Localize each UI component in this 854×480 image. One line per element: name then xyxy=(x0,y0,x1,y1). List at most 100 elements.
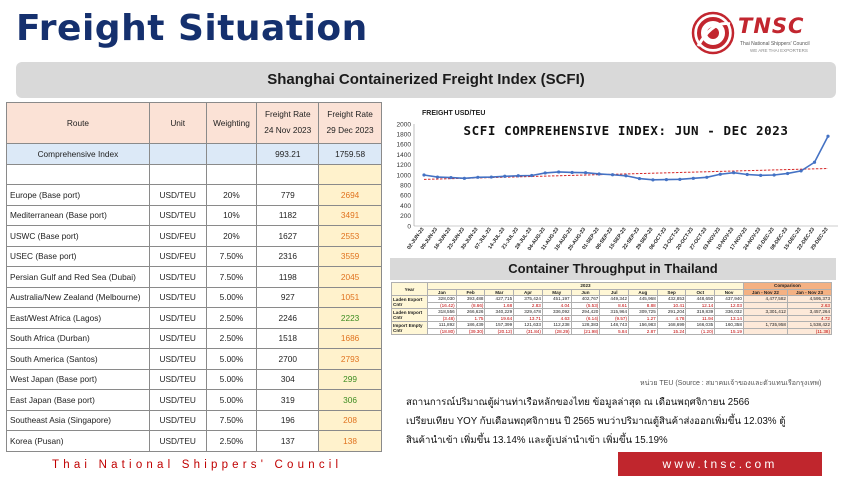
y-tick-label: 800 xyxy=(400,183,411,190)
data-point xyxy=(691,176,695,180)
weighting-cell: 5.00% xyxy=(205,368,258,390)
throughput-pct-comparison: (11.38) xyxy=(786,327,833,335)
unit-cell: USD/TEU xyxy=(148,286,207,308)
rate-nov-cell: 2246 xyxy=(256,307,320,329)
throughput-banner: Container Throughput in Thailand xyxy=(390,258,836,280)
route-cell: Mediterranean (Base port) xyxy=(6,204,150,226)
throughput-row: Laden Import Cntr 318,556 266,626 340,229 32… xyxy=(391,308,833,322)
unit-cell: USD/TEU xyxy=(148,409,207,431)
data-point xyxy=(786,171,790,176)
comprehensive-nov: 993.21 xyxy=(256,143,320,165)
route-cell: East Japan (Base port) xyxy=(6,389,150,411)
data-point xyxy=(678,177,682,181)
route-cell: West Japan (Base port) xyxy=(6,368,150,390)
table-row: East Japan (Base port) USD/TEU 5.00% 319 306 xyxy=(6,389,382,411)
comprehensive-unit xyxy=(148,143,207,165)
route-cell: Southeast Asia (Singapore) xyxy=(6,409,150,431)
throughput-row: Import Empty Cntr 111,892 186,439 157,399 12… xyxy=(391,321,833,335)
weighting-cell: 2.50% xyxy=(205,327,258,349)
data-point xyxy=(772,173,776,177)
route-cell: Persian Gulf and Red Sea (Dubai) xyxy=(6,266,150,288)
unit-cell: USD/TEU xyxy=(148,327,207,349)
weighting-cell: 7.50% xyxy=(205,245,258,267)
page-title: Freight Situation xyxy=(16,8,368,49)
spacer-cell xyxy=(148,163,207,185)
spacer-cell xyxy=(205,163,258,185)
trend-line xyxy=(423,167,829,180)
rate-nov-cell: 304 xyxy=(256,368,320,390)
logo-brand: TNSC xyxy=(738,14,805,38)
y-tick-label: 2000 xyxy=(397,121,412,128)
unit-cell: USD/FEU xyxy=(148,225,207,247)
chart-title: SCFI COMPREHENSIVE INDEX: JUN - DEC 2023 xyxy=(463,123,788,138)
table-row: Australia/New Zealand (Melbourne) USD/TEU… xyxy=(6,286,382,308)
data-point xyxy=(624,174,628,178)
weighting-cell: 20% xyxy=(205,184,258,206)
rate-dec-cell: 1051 xyxy=(318,286,382,308)
unit-cell: USD/TEU xyxy=(148,368,207,390)
weighting-cell: 2.50% xyxy=(205,430,258,452)
weighting-cell: 5.00% xyxy=(205,389,258,411)
unit-cell: USD/TEU xyxy=(148,204,207,226)
rate-nov-cell: 2700 xyxy=(256,348,320,370)
summary-line-3: สินค้านำเข้า เพิ่มขึ้น 13.14% และตู้เปล่… xyxy=(406,435,668,446)
year-header: Year xyxy=(391,282,428,296)
y-tick-label: 0 xyxy=(407,223,411,230)
weighting-cell: 2.50% xyxy=(205,307,258,329)
throughput-pct-value: (1.20) xyxy=(685,327,716,335)
table-row: West Japan (Base port) USD/TEU 5.00% 304 299 xyxy=(6,368,382,390)
header-unit: Unit xyxy=(148,102,207,144)
route-cell: South Africa (Durban) xyxy=(6,327,150,349)
route-cell: East/West Africa (Lagos) xyxy=(6,307,150,329)
throughput-pct-value: 15.19 xyxy=(714,327,744,335)
table-row: Persian Gulf and Red Sea (Dubai) USD/TEU 7… xyxy=(6,266,382,288)
table-row: Southeast Asia (Singapore) USD/TEU 7.50% 19… xyxy=(6,409,382,431)
data-point xyxy=(597,172,601,176)
data-point xyxy=(462,176,466,180)
throughput-pct-value: 15.24 xyxy=(656,327,687,335)
throughput-pct-value: (20.12) xyxy=(484,327,515,335)
rate-nov-cell: 2316 xyxy=(256,245,320,267)
y-tick-label: 600 xyxy=(400,193,411,200)
table-row: South Africa (Durban) USD/TEU 2.50% 1518 168… xyxy=(6,327,382,349)
rate-nov-cell: 779 xyxy=(256,184,320,206)
throughput-pct-value: 2.87 xyxy=(628,327,658,335)
rate-dec-cell: 299 xyxy=(318,368,382,390)
route-cell: USWC (Base port) xyxy=(6,225,150,247)
route-cell: Europe (Base port) xyxy=(6,184,150,206)
weighting-cell: 7.50% xyxy=(205,409,258,431)
data-point xyxy=(826,134,830,138)
rate-nov-cell: 1198 xyxy=(256,266,320,288)
rate-nov-cell: 319 xyxy=(256,389,320,411)
data-point xyxy=(799,169,803,173)
data-point xyxy=(610,173,615,177)
data-point xyxy=(489,175,493,179)
rate-nov-cell: 1182 xyxy=(256,204,320,226)
data-point xyxy=(503,174,507,178)
scfi-line-chart: FREIGHT USD/TEU SCFI COMPREHENSIVE INDEX:… xyxy=(397,110,838,252)
logo-tagline: WE ARE THAI EXPORTERS xyxy=(750,48,808,53)
table-row: USWC (Base port) USD/FEU 20% 1627 2553 xyxy=(6,225,382,247)
weighting-cell: 10% xyxy=(205,204,258,226)
rate-dec-cell: 208 xyxy=(318,409,382,431)
route-cell: South America (Santos) xyxy=(6,348,150,370)
table-header-row: Route Unit Weighting Freight Rate 24 Nov … xyxy=(6,102,382,144)
comprehensive-label: Comprehensive Index xyxy=(6,143,150,165)
data-point xyxy=(476,175,480,179)
table-row: Korea (Pusan) USD/TEU 2.50% 137 138 xyxy=(6,430,382,452)
footer-website-link[interactable]: www.tnsc.com xyxy=(618,452,822,476)
data-point xyxy=(812,160,817,164)
header-weighting: Weighting xyxy=(205,102,258,144)
throughput-row-label: Laden Import Cntr xyxy=(391,308,428,322)
table-row: USEC (Base port) USD/FEU 7.50% 2316 3559 xyxy=(6,245,382,267)
table-row: East/West Africa (Lagos) USD/TEU 2.50% 2246… xyxy=(6,307,382,329)
unit-cell: USD/TEU xyxy=(148,348,207,370)
spacer-row xyxy=(6,163,382,185)
unit-cell: USD/TEU xyxy=(148,389,207,411)
throughput-pct-value: (31.84) xyxy=(513,327,543,335)
throughput-table: Year 2023 Comparison Jan Feb Mar Apr May Jun Jul A… xyxy=(391,282,833,335)
data-point xyxy=(530,173,534,178)
freight-rate-table: Route Unit Weighting Freight Rate 24 Nov … xyxy=(6,102,382,452)
y-tick-label: 1200 xyxy=(397,162,412,169)
data-point xyxy=(664,177,668,182)
